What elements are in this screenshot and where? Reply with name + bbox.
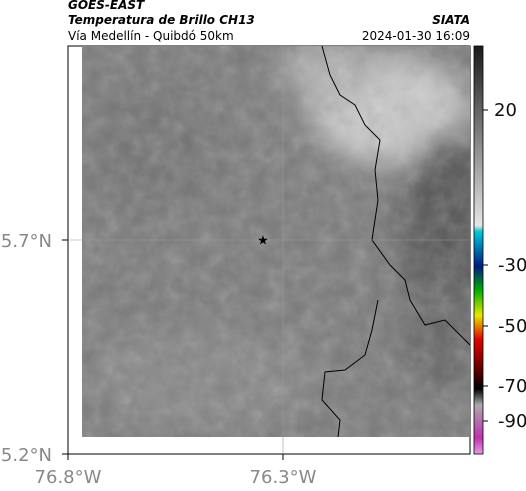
colorbar-label: -90	[498, 411, 526, 432]
lon-label: 76.8°W	[35, 467, 102, 488]
region: Vía Medellín - Quibdó 50km	[68, 29, 234, 43]
lat-label: 5.7°N	[1, 231, 52, 252]
source-title: GOES-EAST	[68, 0, 145, 12]
timestamp: 2024-01-30 16:09	[362, 29, 470, 43]
location-star: ★	[257, 234, 269, 249]
colorbar-ticks	[483, 109, 488, 422]
colorbar	[473, 45, 484, 455]
agency: SIATA	[432, 13, 470, 27]
product-title: Temperatura de Brillo CH13	[68, 13, 255, 27]
satellite-image	[82, 46, 470, 437]
colorbar-label: -30	[498, 255, 526, 276]
colorbar-label: 20	[494, 100, 517, 121]
colorbar-label: -70	[498, 376, 526, 397]
lat-label: 5.2°N	[1, 445, 52, 466]
colorbar-label: -50	[498, 316, 526, 337]
lon-label: 76.3°W	[250, 467, 317, 488]
